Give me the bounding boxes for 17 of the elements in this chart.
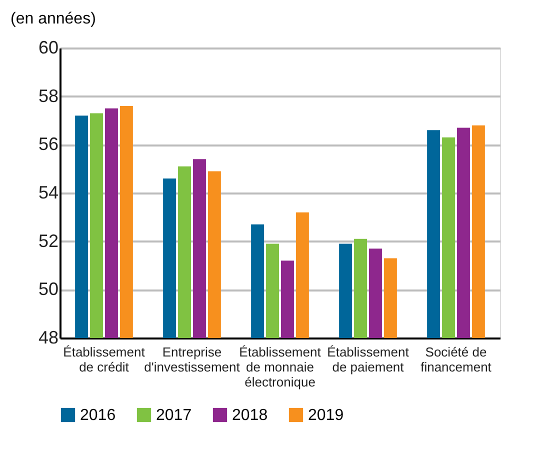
y-tick-label: 56 bbox=[38, 134, 58, 154]
legend-label: 2019 bbox=[308, 407, 344, 424]
y-tick-label: 52 bbox=[38, 230, 58, 251]
x-tick-label: Établissement de crédit bbox=[63, 344, 146, 374]
y-tick-label: 60 bbox=[38, 38, 58, 58]
y-axis-title: (en années) bbox=[10, 10, 96, 28]
legend-label: 2016 bbox=[80, 407, 116, 424]
y-tick-label: 54 bbox=[38, 182, 58, 202]
legend-label: 2017 bbox=[156, 407, 192, 424]
x-tick-label: Établissement de monnaie électronique bbox=[239, 344, 322, 390]
x-tick-label: Établissement de paiement bbox=[327, 344, 410, 374]
y-tick-label: 48 bbox=[38, 328, 58, 348]
x-tick-label: Entreprise d'investissement bbox=[144, 344, 240, 374]
y-tick-label: 58 bbox=[38, 86, 58, 106]
legend-label: 2018 bbox=[232, 407, 268, 424]
x-tick-label: Société de financement bbox=[420, 344, 492, 374]
y-tick-label: 50 bbox=[38, 279, 58, 300]
